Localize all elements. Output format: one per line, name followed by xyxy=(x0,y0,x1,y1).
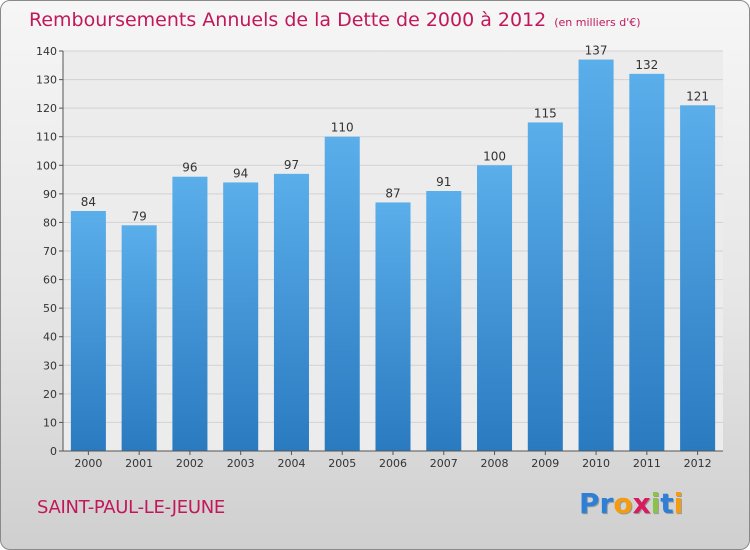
bar-2009 xyxy=(527,122,563,451)
bar-2005 xyxy=(324,136,360,451)
bar-2012 xyxy=(680,105,716,452)
chart-subtitle: (en milliers d'€) xyxy=(554,16,641,29)
x-tick-label-2000: 2000 xyxy=(74,457,102,470)
data-label-2004: 97 xyxy=(284,158,299,172)
bar-2010 xyxy=(578,59,614,451)
proxiti-logo[interactable]: Proxiti xyxy=(579,487,683,520)
y-tick-label: 10 xyxy=(43,416,57,429)
logo-letter: P xyxy=(579,487,600,520)
y-tick-label: 80 xyxy=(43,216,57,229)
y-tick-label: 0 xyxy=(50,445,57,458)
x-tick-label-2009: 2009 xyxy=(531,457,559,470)
x-tick-label-2001: 2001 xyxy=(125,457,153,470)
y-tick-label: 130 xyxy=(36,74,57,87)
chart-title: Remboursements Annuels de la Dette de 20… xyxy=(29,9,641,31)
bar-2002 xyxy=(172,176,208,451)
x-tick-label-2006: 2006 xyxy=(379,457,407,470)
y-tick-label: 70 xyxy=(43,245,57,258)
data-label-2010: 137 xyxy=(585,44,608,58)
x-tick-label-2007: 2007 xyxy=(430,457,458,470)
x-tick-label-2005: 2005 xyxy=(328,457,356,470)
chart-title-text: Remboursements Annuels de la Dette de 20… xyxy=(29,9,547,31)
data-labels: 84 79 96 94 97 110 87 91 100 115 137 132 121 xyxy=(81,44,709,224)
bar-2003 xyxy=(223,182,259,451)
x-tick-label-2008: 2008 xyxy=(481,457,509,470)
bars xyxy=(70,59,716,452)
data-label-2000: 84 xyxy=(81,195,96,209)
y-tick-label: 120 xyxy=(36,102,57,115)
data-label-2003: 94 xyxy=(233,166,248,180)
bar-2000 xyxy=(70,211,106,451)
data-label-2005: 110 xyxy=(331,121,354,135)
axes: 0 10 20 30 40 50 60 70 80 90 100 110 120 130 140 2000 20… xyxy=(36,45,723,470)
x-tick-label-2011: 2011 xyxy=(633,457,661,470)
logo-letter: o xyxy=(613,487,633,520)
bar-2004 xyxy=(273,173,309,451)
y-tick-label: 110 xyxy=(36,131,57,144)
x-tick-label-2002: 2002 xyxy=(176,457,204,470)
x-tick-label-2010: 2010 xyxy=(582,457,610,470)
x-tick-label-2012: 2012 xyxy=(684,457,712,470)
y-tick-label: 20 xyxy=(43,388,57,401)
logo-letter: i xyxy=(673,487,684,520)
logo-letter: x xyxy=(632,487,651,520)
bar-2008 xyxy=(477,165,513,452)
y-tick-label: 30 xyxy=(43,359,57,372)
x-tick-label-2003: 2003 xyxy=(227,457,255,470)
bar-2011 xyxy=(629,73,665,451)
y-tick-label: 60 xyxy=(43,274,57,287)
logo-letter: i xyxy=(650,487,661,520)
bar-2007 xyxy=(426,191,462,451)
y-tick-label: 50 xyxy=(43,302,57,315)
logo-letter: r xyxy=(599,487,614,520)
y-tick-label: 90 xyxy=(43,188,57,201)
y-tick-label: 140 xyxy=(36,45,57,58)
data-label-2007: 91 xyxy=(436,175,451,189)
logo-letter: t xyxy=(660,487,674,520)
data-label-2006: 87 xyxy=(385,186,400,200)
x-tick-label-2004: 2004 xyxy=(277,457,305,470)
y-tick-label: 40 xyxy=(43,331,57,344)
data-label-2011: 132 xyxy=(635,58,658,72)
bar-2001 xyxy=(121,225,157,451)
data-label-2009: 115 xyxy=(534,106,557,120)
y-tick-label: 100 xyxy=(36,159,57,172)
town-name: SAINT-PAUL-LE-JEUNE xyxy=(37,497,225,518)
data-label-2012: 121 xyxy=(686,89,709,103)
data-label-2008: 100 xyxy=(483,149,506,163)
bar-2006 xyxy=(375,202,411,451)
data-label-2001: 79 xyxy=(132,209,147,223)
data-label-2002: 96 xyxy=(182,161,197,175)
